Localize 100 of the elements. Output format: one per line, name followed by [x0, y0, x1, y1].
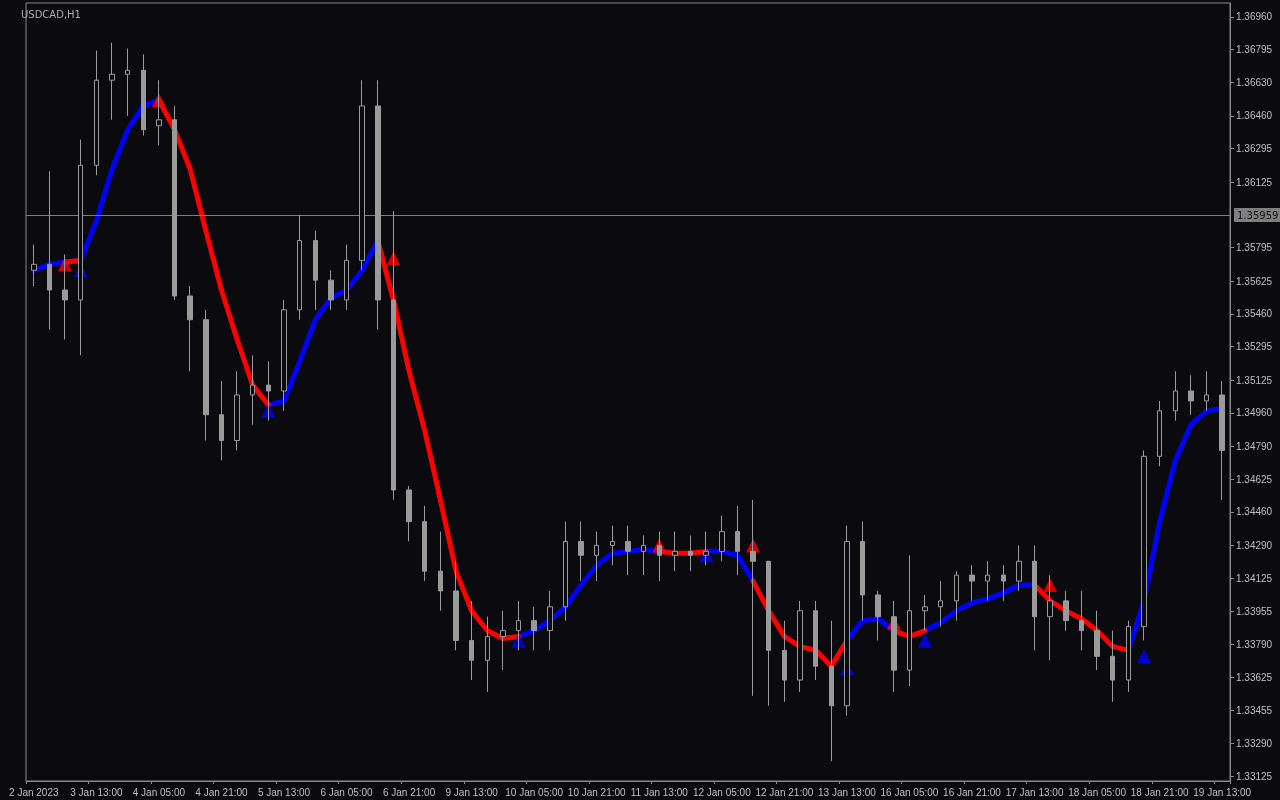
y-tick-label: 1.33125 — [1236, 770, 1273, 782]
x-tick-label: 6 Jan 21:00 — [382, 786, 436, 798]
x-tick-label: 10 Jan 05:00 — [505, 786, 564, 798]
candlestick — [1141, 449, 1147, 641]
candlestick — [328, 269, 334, 311]
candlestick — [94, 50, 99, 176]
text: USDCAD,H1 — [21, 8, 81, 20]
y-tick-label: 1.33455 — [1236, 705, 1273, 717]
candlestick — [438, 531, 443, 612]
x-tick-label: 17 Jan 13:00 — [1005, 786, 1064, 798]
candlestick — [203, 309, 209, 441]
candlestick — [500, 610, 506, 671]
x-tick-label: 2 Jan 2023 — [9, 786, 59, 798]
x-tick-label: 18 Jan 05:00 — [1068, 786, 1127, 798]
candlestick — [719, 515, 725, 562]
candlestick — [969, 564, 975, 602]
x-tick-label: 11 Jan 13:00 — [630, 786, 689, 798]
candlestick — [610, 525, 615, 566]
candlestick — [172, 105, 177, 301]
candlestick — [1032, 544, 1037, 651]
candlestick — [219, 380, 224, 461]
y-tick-label: 1.35460 — [1236, 308, 1273, 320]
candlestick — [531, 606, 537, 651]
candlestick — [641, 535, 646, 576]
y-tick-label: 1.34790 — [1236, 440, 1273, 452]
candlestick — [797, 600, 803, 693]
candlestick — [313, 230, 318, 311]
candlestick — [1094, 610, 1100, 671]
candlestick — [594, 531, 599, 582]
candlestick — [1110, 630, 1115, 703]
y-tick-label: 1.34460 — [1236, 506, 1273, 518]
y-tick-label: 1.36960 — [1236, 11, 1273, 23]
candlestick — [1016, 544, 1022, 592]
candlestick — [954, 570, 959, 622]
y-tick-label: 1.33955 — [1236, 606, 1273, 618]
x-tick-label: 18 Jan 21:00 — [1130, 786, 1189, 798]
point — [1137, 649, 1151, 664]
y-tick-label: 1.36460 — [1236, 110, 1273, 122]
candlestick — [234, 370, 240, 451]
candlestick — [578, 521, 584, 582]
candlestick — [375, 79, 381, 331]
candlestick — [547, 590, 553, 651]
y-tick-label: 1.35125 — [1236, 374, 1273, 386]
x-tick-label: 3 Jan 13:00 — [70, 786, 123, 798]
candlestick — [1157, 400, 1162, 467]
y-tick-label: 1.36630 — [1236, 76, 1273, 88]
candlestick — [1126, 620, 1131, 693]
candlestick — [125, 48, 130, 117]
candlestick — [485, 616, 490, 693]
candlestick — [907, 554, 912, 687]
y-tick-label: 1.34960 — [1236, 407, 1273, 419]
candlestick — [109, 42, 115, 121]
y-tick-label: 1.36295 — [1236, 143, 1273, 154]
x-tick-label: 4 Jan 21:00 — [195, 786, 249, 798]
candlestick — [688, 535, 693, 572]
x-tick-label: 19 Jan 13:00 — [1193, 786, 1252, 798]
candlestick — [735, 505, 740, 576]
candlestick — [625, 525, 631, 576]
y-tick-label: 1.34625 — [1236, 473, 1273, 485]
ref-line-label: 1.35959 — [1237, 209, 1279, 221]
y-tick-label: 1.36795 — [1236, 44, 1273, 56]
candlestick — [829, 620, 834, 762]
candlestick — [422, 505, 427, 582]
candlestick — [187, 285, 193, 372]
candlestick — [1219, 380, 1225, 501]
y-tick-label: 1.33625 — [1236, 671, 1273, 683]
candlestick — [766, 560, 771, 707]
candlestick — [1173, 370, 1178, 422]
candlestick — [563, 521, 568, 622]
y-tick-label: 1.36125 — [1236, 176, 1273, 188]
candlestick — [47, 170, 52, 331]
candlestick — [985, 560, 990, 602]
y-tick-label: 1.33290 — [1236, 737, 1273, 749]
x-tick-label: 6 Jan 05:00 — [320, 786, 374, 798]
candlestick — [1188, 374, 1194, 416]
x-tick-label: 12 Jan 21:00 — [755, 786, 814, 798]
candlestick — [860, 521, 865, 622]
candlestick — [344, 244, 349, 311]
y-tick-label: 1.33790 — [1236, 638, 1273, 650]
candlestick — [1079, 590, 1084, 651]
candlestick — [1063, 590, 1069, 632]
candlestick — [1204, 370, 1209, 412]
y-tick-label: 1.35795 — [1236, 241, 1273, 253]
candlestick — [250, 354, 255, 426]
y-tick-label: 1.35295 — [1236, 340, 1273, 352]
candlestick — [281, 299, 287, 412]
candlestick — [1001, 564, 1006, 602]
x-tick-label: 9 Jan 13:00 — [445, 786, 499, 798]
point — [918, 633, 933, 648]
candlestick — [922, 594, 928, 632]
candlestick — [359, 79, 365, 271]
y-tick-label: 1.35625 — [1236, 275, 1273, 287]
candlestick — [813, 600, 818, 681]
y-tick-label: 1.34125 — [1236, 572, 1273, 584]
candlestick — [875, 590, 881, 641]
x-tick-label: 12 Jan 05:00 — [692, 786, 752, 798]
x-tick-label: 13 Jan 13:00 — [818, 786, 877, 798]
x-tick-label: 10 Jan 21:00 — [567, 786, 627, 798]
x-tick-label: 16 Jan 21:00 — [943, 786, 1002, 798]
x-tick-label: 4 Jan 05:00 — [132, 786, 186, 798]
